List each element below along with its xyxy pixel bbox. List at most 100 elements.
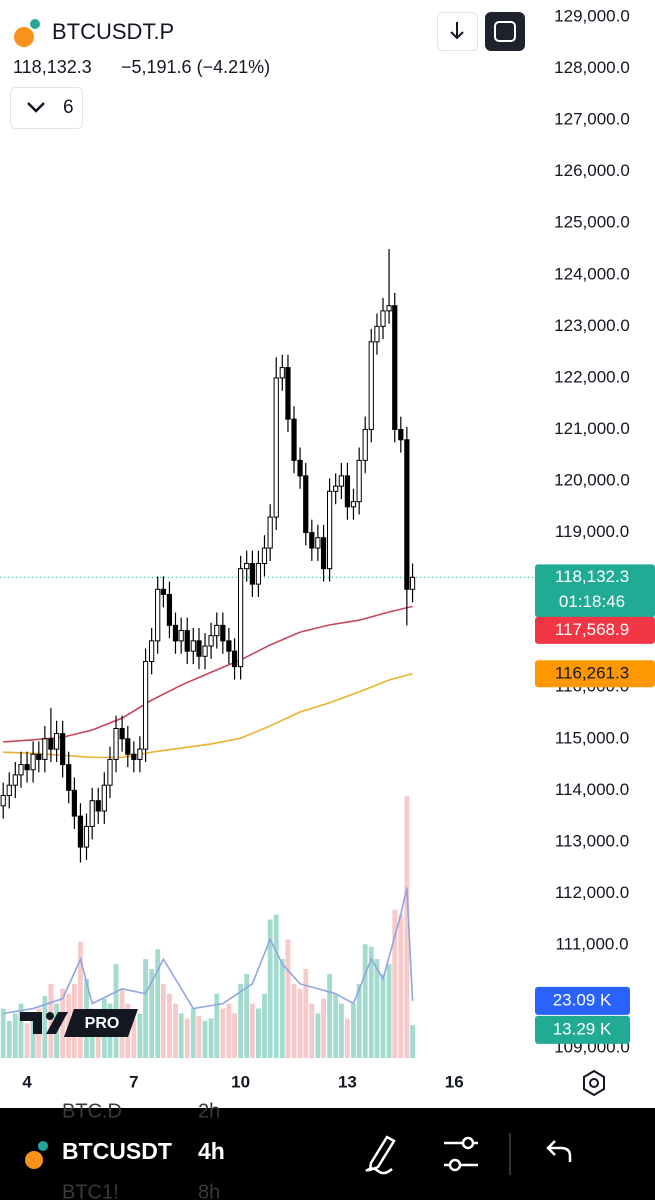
y-tick-label: 125,000.0 — [554, 213, 630, 232]
volume-bar — [42, 996, 48, 1058]
bottom-interval[interactable]: 4h — [198, 1138, 225, 1164]
volume-bar — [184, 1018, 190, 1058]
price-change: −5,191.6 (−4.21%) — [121, 57, 270, 77]
candle-body — [374, 325, 380, 343]
candle-body — [338, 475, 344, 487]
x-tick-label: 4 — [22, 1072, 32, 1091]
volume-bar — [167, 993, 172, 1058]
y-tick-label: 111,000.0 — [555, 935, 628, 954]
price-tag-box — [535, 564, 655, 618]
coin-badge — [36, 1139, 50, 1153]
candle-body — [184, 630, 190, 652]
chevron-icon — [27, 102, 45, 113]
volume-bar — [267, 919, 273, 1058]
y-tick-label: 120,000.0 — [554, 471, 630, 490]
candle-body — [320, 537, 327, 570]
volume-bar — [60, 988, 66, 1058]
candle-body — [95, 800, 101, 812]
down-arrow-icon — [450, 22, 464, 40]
candle-body — [36, 753, 42, 760]
candle-body — [297, 459, 303, 477]
coin-badge — [28, 17, 42, 31]
indicator-toggle[interactable] — [10, 87, 83, 129]
volume-bar — [344, 1018, 350, 1058]
ma-tag: 116,261.3 — [555, 663, 629, 682]
fullscreen-button[interactable] — [485, 12, 525, 51]
candle-body — [261, 547, 268, 565]
volume-ma-line — [3, 887, 414, 1015]
candle-body — [244, 563, 250, 570]
volume-bar — [398, 914, 404, 1058]
candle-body — [53, 733, 60, 750]
candle-body — [83, 825, 90, 848]
bottom-symbol[interactable]: BTCUSDT — [62, 1138, 172, 1164]
candle-body — [231, 650, 238, 668]
volume-bar — [249, 1003, 255, 1058]
volume-bar — [160, 983, 166, 1058]
volume-bar — [404, 795, 410, 1058]
volume-bar — [285, 939, 291, 1058]
volume-bar — [30, 1018, 36, 1058]
candle-body — [24, 764, 30, 771]
volume-bar — [155, 949, 161, 1058]
moving-average-line — [3, 673, 413, 759]
y-tick-label: 113,000.0 — [555, 831, 629, 850]
candle-body — [309, 532, 315, 549]
y-tick-label: 115,000.0 — [555, 728, 629, 747]
volume-bar — [24, 1023, 30, 1058]
undo-icon[interactable] — [546, 1140, 572, 1162]
candle-body — [6, 784, 12, 797]
candle-body — [30, 753, 36, 771]
settings-sliders-icon[interactable] — [444, 1136, 478, 1172]
candle-body — [226, 640, 232, 652]
volume-bar — [196, 1015, 202, 1058]
candle-body — [18, 764, 24, 776]
volume-bar — [12, 1013, 18, 1058]
volume-bar — [333, 993, 339, 1058]
volume-bar — [351, 1003, 356, 1058]
volume-bar — [362, 944, 368, 1058]
candle-body — [326, 490, 333, 570]
volume-bar — [173, 1003, 178, 1058]
candle-body — [386, 305, 392, 312]
settings-icon[interactable] — [583, 1069, 605, 1097]
y-tick-label: 112,000.0 — [555, 883, 629, 902]
candle-body — [380, 310, 386, 327]
volume-bar — [321, 998, 326, 1058]
candle-body — [303, 475, 309, 534]
candle-body — [267, 516, 273, 549]
candle-body — [172, 624, 179, 642]
candle-body — [404, 439, 410, 590]
volume-bar — [356, 983, 362, 1058]
volume-bar — [380, 973, 386, 1058]
ma-tag: 117,568.9 — [555, 620, 629, 639]
candle-body — [71, 789, 78, 817]
draw-icon[interactable] — [365, 1135, 396, 1175]
ma-tag-box — [535, 616, 655, 644]
candle-body — [89, 800, 95, 827]
moving-average-line — [3, 605, 413, 743]
candle-body — [255, 563, 262, 585]
volume-bar — [202, 1020, 208, 1058]
candle-body — [0, 795, 6, 807]
volume-bar — [315, 1013, 321, 1058]
next-interval: 8h — [198, 1181, 220, 1200]
volume-bar — [244, 973, 250, 1058]
candle-body — [48, 738, 54, 750]
symbol-title[interactable]: BTCUSDT.P — [52, 19, 174, 44]
candle-body — [409, 576, 416, 590]
logo-text: PRO — [85, 1015, 120, 1032]
volume-bar — [6, 1020, 12, 1058]
volume-bar — [208, 1018, 214, 1058]
volume-bar — [392, 909, 398, 1058]
countdown: 01:18:46 — [559, 592, 625, 611]
volume-bar — [226, 1003, 232, 1058]
candle-body — [101, 784, 107, 812]
volume-bar — [214, 993, 220, 1058]
candle-body — [178, 630, 184, 642]
y-tick-label: 122,000.0 — [554, 367, 630, 386]
candle-body — [190, 640, 196, 652]
candle-body — [214, 624, 220, 637]
candle-body — [279, 367, 285, 379]
volume-bar — [78, 941, 83, 1058]
